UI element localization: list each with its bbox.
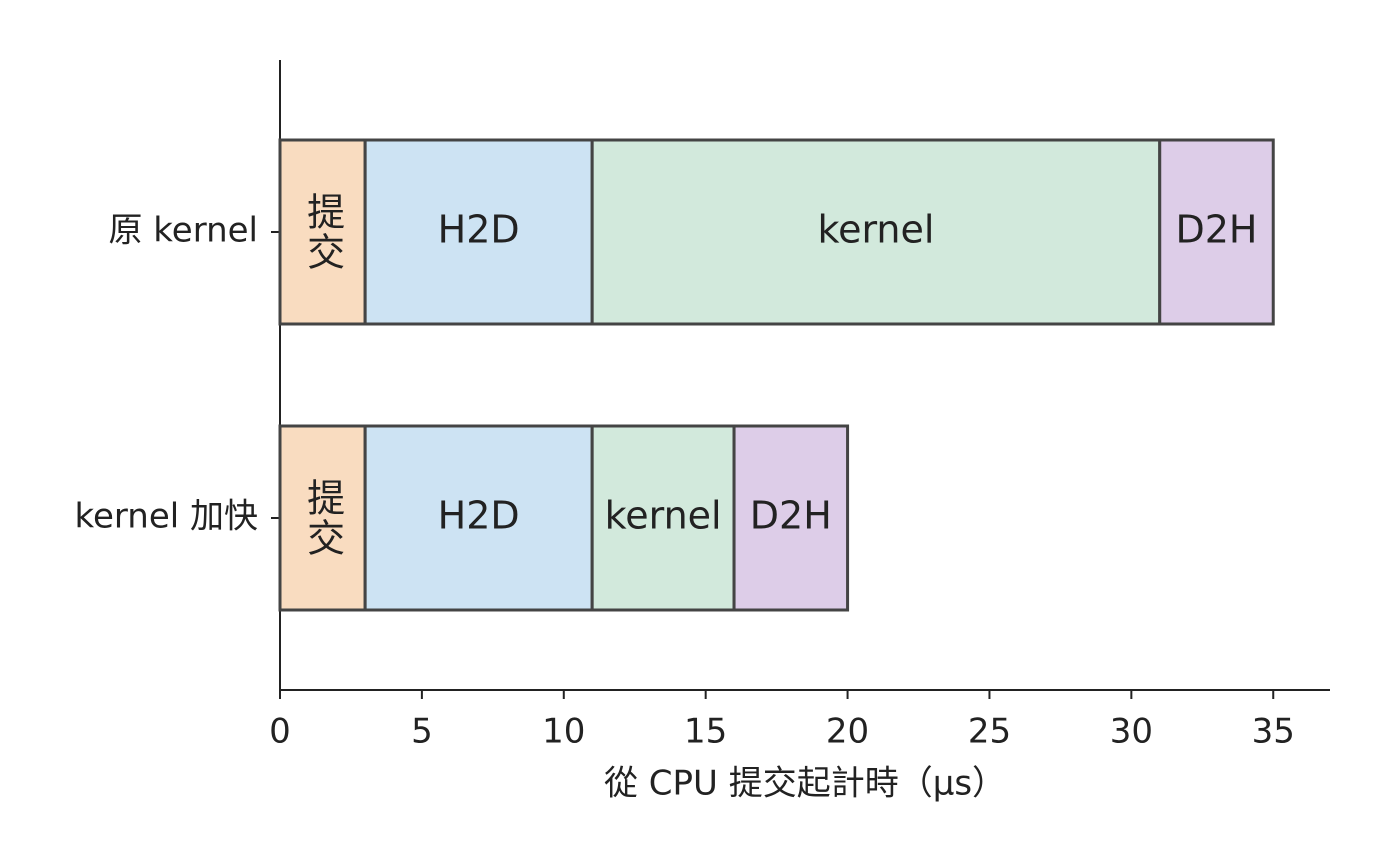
segment-label: 提交 xyxy=(301,192,345,272)
segment-label: H2D xyxy=(438,494,520,538)
x-tick-label: 10 xyxy=(542,712,585,752)
segment-label: D2H xyxy=(750,494,832,538)
bar-segment xyxy=(732,424,850,612)
segment-label: H2D xyxy=(438,208,520,252)
x-axis-label: 從 CPU 提交起計時（μs） xyxy=(604,764,1006,804)
bar-segment xyxy=(278,138,367,326)
x-tick-label: 15 xyxy=(684,712,727,752)
bar-segment xyxy=(590,424,736,612)
bar-segment xyxy=(1158,138,1275,326)
segment-label: kernel xyxy=(605,494,722,538)
y-tick-label: 原 kernel xyxy=(109,211,259,251)
segment-label: kernel xyxy=(817,208,934,252)
x-tick-label: 30 xyxy=(1110,712,1153,752)
y-tick-label: kernel 加快 xyxy=(75,497,259,537)
x-tick-label: 0 xyxy=(269,712,291,752)
x-tick-label: 25 xyxy=(968,712,1011,752)
x-tick-label: 5 xyxy=(411,712,433,752)
bar-segment xyxy=(363,138,594,326)
segment-label: D2H xyxy=(1175,208,1257,252)
x-tick-label: 20 xyxy=(826,712,869,752)
x-tick-label: 35 xyxy=(1252,712,1295,752)
bar-segment xyxy=(278,424,367,612)
bar-segment xyxy=(590,138,1162,326)
segment-label: 提交 xyxy=(301,478,345,558)
bar-segment xyxy=(363,424,594,612)
